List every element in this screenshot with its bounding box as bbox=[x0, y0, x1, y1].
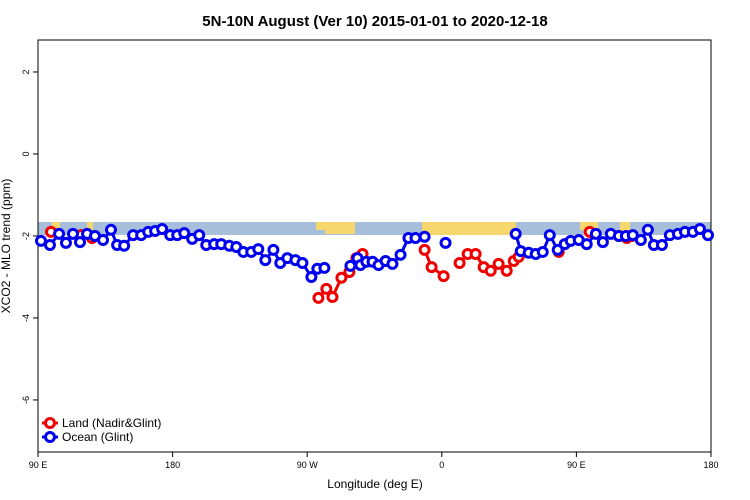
plot-frame bbox=[37, 39, 712, 453]
y-tick-label: 2 bbox=[21, 69, 31, 74]
data-point bbox=[344, 259, 357, 272]
data-point bbox=[104, 223, 117, 236]
data-point bbox=[492, 257, 505, 270]
data-point bbox=[626, 229, 639, 242]
data-point bbox=[409, 232, 422, 245]
data-point bbox=[693, 222, 706, 235]
data-point bbox=[259, 254, 272, 267]
x-tick-label: 0 bbox=[439, 460, 444, 470]
y-tick-label: -4 bbox=[21, 314, 31, 322]
data-point bbox=[702, 229, 715, 242]
x-axis-label: Longitude (deg E) bbox=[327, 477, 422, 491]
data-point bbox=[305, 270, 318, 283]
x-tick-label: 90 W bbox=[297, 460, 319, 470]
x-tick-label: 90 E bbox=[567, 460, 586, 470]
data-point bbox=[634, 234, 647, 247]
x-tick-label: 90 E bbox=[29, 460, 48, 470]
data-point bbox=[97, 234, 110, 247]
data-point bbox=[484, 264, 497, 277]
y-axis-label: XCO2 - MLO trend (ppm) bbox=[0, 179, 13, 314]
data-point bbox=[469, 247, 482, 260]
y-tick-label: 0 bbox=[21, 151, 31, 156]
data-point bbox=[66, 227, 79, 240]
data-point bbox=[296, 257, 309, 270]
data-point bbox=[118, 239, 131, 252]
data-point bbox=[394, 248, 407, 261]
data-point bbox=[326, 291, 339, 304]
data-point bbox=[74, 236, 87, 249]
data-point bbox=[252, 243, 265, 256]
legend-marker bbox=[44, 431, 56, 443]
data-point bbox=[655, 238, 668, 251]
legend-label: Land (Nadir&Glint) bbox=[62, 416, 161, 430]
legend-marker bbox=[44, 417, 56, 429]
data-point bbox=[500, 264, 513, 277]
data-point bbox=[453, 257, 466, 270]
data-point bbox=[318, 261, 331, 274]
data-point bbox=[439, 236, 452, 249]
data-point bbox=[335, 271, 348, 284]
x-tick-label: 180 bbox=[165, 460, 180, 470]
data-point bbox=[437, 270, 450, 283]
data-point bbox=[580, 238, 593, 251]
data-point bbox=[320, 282, 333, 295]
data-point bbox=[536, 245, 549, 258]
x-tick-label: 180 bbox=[703, 460, 718, 470]
data-point bbox=[178, 227, 191, 240]
data-point bbox=[386, 257, 399, 270]
data-point bbox=[43, 238, 56, 251]
y-tick-label: -2 bbox=[21, 232, 31, 240]
data-point bbox=[425, 261, 438, 274]
data-point bbox=[59, 236, 72, 249]
y-tick-label: -6 bbox=[21, 396, 31, 404]
data-point bbox=[596, 236, 609, 249]
chart-title: 5N-10N August (Ver 10) 2015-01-01 to 202… bbox=[202, 13, 547, 30]
data-point bbox=[589, 227, 602, 240]
data-point bbox=[34, 234, 47, 247]
data-point bbox=[53, 227, 66, 240]
data-point bbox=[418, 230, 431, 243]
legend-label: Ocean (Glint) bbox=[62, 430, 133, 444]
data-point bbox=[543, 229, 556, 242]
data-point bbox=[312, 291, 325, 304]
data-point bbox=[418, 243, 431, 256]
data-point bbox=[193, 229, 206, 242]
data-point bbox=[156, 222, 169, 235]
data-point bbox=[509, 227, 522, 240]
data-point bbox=[641, 223, 654, 236]
data-point bbox=[267, 243, 280, 256]
